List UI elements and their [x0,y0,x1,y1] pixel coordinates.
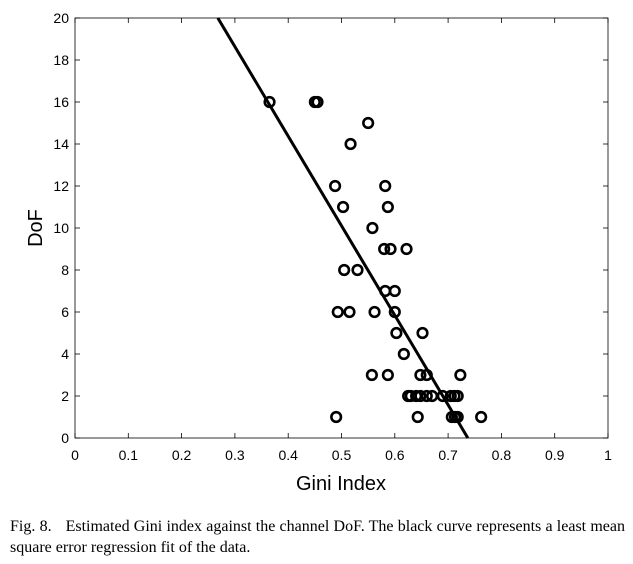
data-point [311,95,324,109]
data-point [388,305,401,319]
caption-text: Estimated Gini index against the channel… [10,518,625,556]
data-point [414,389,427,403]
figure-caption: Fig. 8. Estimated Gini index against the … [10,516,625,558]
regression-fit-line [216,17,470,439]
data-point [416,326,429,340]
data-point [381,368,394,382]
data-point [263,95,276,109]
data-point [451,389,464,403]
data-point [411,410,424,424]
data-point [384,242,397,256]
data-point [475,410,488,424]
y-tick-label: 4 [61,346,69,362]
data-point [400,242,413,256]
x-tick-label: 0.7 [438,447,458,463]
figure-label: Fig. 8. [10,518,52,535]
x-tick-label: 0.3 [225,447,245,463]
x-tick-label: 0.4 [278,447,298,463]
x-tick-label: 0.2 [172,447,192,463]
x-tick-label: 0.6 [385,447,405,463]
x-tick-label: 1 [604,447,612,463]
data-points [263,95,488,424]
scatter-chart: 0 0.1 0.2 0.3 0.4 0.5 0.6 0.7 0.8 0.9 1 0 2 4 6 8 10 12 1… [25,10,612,495]
y-tick-label: 16 [53,94,69,110]
data-point [343,305,356,319]
x-tick-label: 0.1 [119,447,139,463]
data-point [420,368,433,382]
y-tick-label: 0 [61,430,69,446]
data-point [344,137,357,151]
data-point [331,305,344,319]
data-point [397,347,410,361]
y-tick-label: 8 [61,262,69,278]
data-point [436,389,449,403]
x-tick-label: 0.8 [492,447,512,463]
data-point [351,263,364,277]
data-point [378,242,391,256]
y-tick-label: 14 [53,136,69,152]
data-point [388,284,401,298]
y-tick-label: 20 [53,10,69,26]
data-point [362,116,375,130]
data-point [329,179,342,193]
data-point [366,221,379,235]
axis-ticks [74,17,609,439]
x-tick-label: 0.5 [332,447,352,463]
data-point [420,389,433,403]
data-point [365,368,378,382]
x-tick-labels: 0 0.1 0.2 0.3 0.4 0.5 0.6 0.7 0.8 0.9 1 [71,447,612,463]
y-tick-labels: 0 2 4 6 8 10 12 14 16 18 20 [53,10,69,446]
data-point [379,179,392,193]
y-tick-label: 12 [53,178,69,194]
data-point [330,410,343,424]
x-tick-label: 0 [71,447,79,463]
data-point [338,263,351,277]
x-axis-label: Gini Index [296,473,386,495]
y-tick-label: 2 [61,388,69,404]
y-tick-label: 10 [53,220,69,236]
y-tick-label: 6 [61,304,69,320]
data-point [336,200,350,214]
data-point [454,368,467,382]
data-point [390,326,403,340]
data-point [451,410,464,424]
data-point [368,305,381,319]
y-axis-label: DoF [25,209,47,247]
regression-fit-layer [216,17,470,439]
data-point [414,368,427,382]
data-point [381,200,394,214]
y-tick-label: 18 [53,52,69,68]
x-tick-label: 0.9 [545,447,565,463]
